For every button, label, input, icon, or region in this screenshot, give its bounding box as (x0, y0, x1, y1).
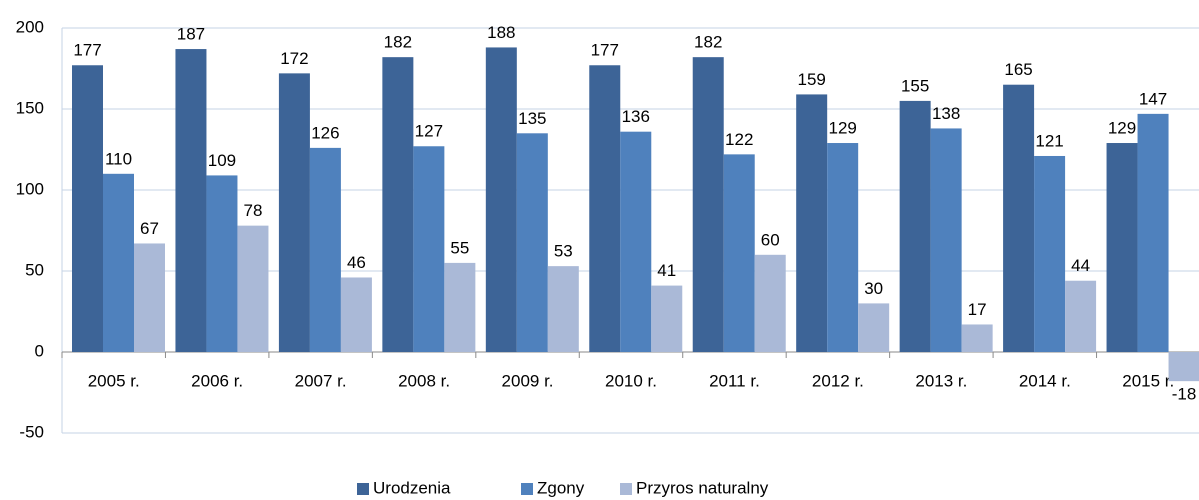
x-tick-label: 2015 r. (1122, 371, 1174, 390)
value-label: 78 (243, 201, 262, 220)
bar (961, 324, 993, 352)
value-label: 136 (622, 107, 650, 126)
value-label: 30 (864, 279, 883, 298)
y-tick-label: 150 (16, 98, 44, 117)
bar (175, 49, 207, 353)
legend-swatch (521, 483, 533, 495)
legend-swatch (620, 483, 632, 495)
bar (278, 73, 310, 353)
x-tick-label: 2010 r. (605, 371, 657, 390)
legend-label: Zgony (537, 478, 585, 497)
bar (1034, 155, 1066, 352)
value-label: 67 (140, 219, 159, 238)
x-tick-label: 2012 r. (812, 371, 864, 390)
y-tick-label: 0 (35, 341, 44, 360)
bar (516, 133, 548, 352)
value-label: 177 (73, 41, 101, 60)
bar (1137, 113, 1169, 352)
value-label: 187 (177, 25, 205, 44)
x-tick-label: 2008 r. (398, 371, 450, 390)
bar (1168, 352, 1199, 382)
value-label: 126 (311, 123, 339, 142)
value-label: 60 (761, 230, 780, 249)
value-label: 110 (105, 149, 132, 168)
value-label: 182 (384, 33, 412, 52)
value-label: 147 (1139, 89, 1167, 108)
value-label: 188 (487, 23, 515, 42)
value-label: 155 (901, 76, 929, 95)
bar (382, 57, 414, 352)
bar (206, 175, 238, 352)
legend-label: Przyros naturalny (636, 478, 769, 497)
bar (134, 243, 165, 352)
bar (858, 303, 890, 352)
value-label: 135 (518, 109, 546, 128)
bar (754, 254, 786, 352)
legend-swatch (357, 483, 369, 495)
value-label: 177 (591, 41, 619, 60)
value-label: 53 (554, 242, 573, 261)
value-label: 127 (415, 122, 443, 141)
bar (485, 47, 517, 352)
bar (1106, 143, 1138, 352)
y-tick-label: -50 (19, 422, 44, 441)
bar (444, 262, 476, 352)
x-tick-label: 2007 r. (295, 371, 347, 390)
bar (340, 277, 372, 352)
value-label: 17 (968, 300, 987, 319)
bar (103, 173, 134, 352)
value-label: 129 (1108, 119, 1136, 138)
x-tick-label: 2014 r. (1019, 371, 1071, 390)
bar (237, 225, 269, 352)
bar (1003, 84, 1035, 352)
value-label: 122 (725, 130, 753, 149)
value-label: 44 (1071, 256, 1090, 275)
value-label: 41 (657, 261, 676, 280)
bar (547, 266, 579, 352)
y-tick-label: 200 (16, 17, 44, 36)
bar (651, 285, 683, 352)
bar (620, 131, 652, 352)
value-label: 109 (208, 151, 236, 170)
y-tick-label: 100 (16, 179, 44, 198)
y-tick-label: 50 (25, 260, 44, 279)
bar (899, 100, 931, 353)
bar (930, 128, 962, 352)
bar (723, 154, 755, 352)
value-label: 55 (450, 238, 469, 257)
value-label: 165 (1004, 60, 1032, 79)
x-tick-label: 2006 r. (191, 371, 243, 390)
x-tick-label: 2009 r. (502, 371, 554, 390)
bar (827, 143, 859, 352)
legend-label: Urodzenia (373, 478, 451, 497)
bar (796, 94, 828, 353)
bar (72, 65, 103, 352)
bar (309, 147, 341, 352)
x-tick-label: 2013 r. (915, 371, 967, 390)
value-label: 172 (280, 49, 308, 68)
value-label: 138 (932, 104, 960, 123)
bar (692, 57, 724, 352)
x-tick-label: 2005 r. (88, 371, 140, 390)
value-label: 159 (797, 70, 825, 89)
bar (1065, 280, 1097, 352)
bar (413, 146, 445, 352)
bar (589, 65, 621, 352)
value-label: 46 (347, 253, 366, 272)
value-label: 129 (828, 119, 856, 138)
x-tick-label: 2011 r. (709, 371, 760, 390)
value-label: 121 (1035, 131, 1063, 150)
value-label: 182 (694, 33, 722, 52)
value-label: -18 (1172, 385, 1197, 404)
